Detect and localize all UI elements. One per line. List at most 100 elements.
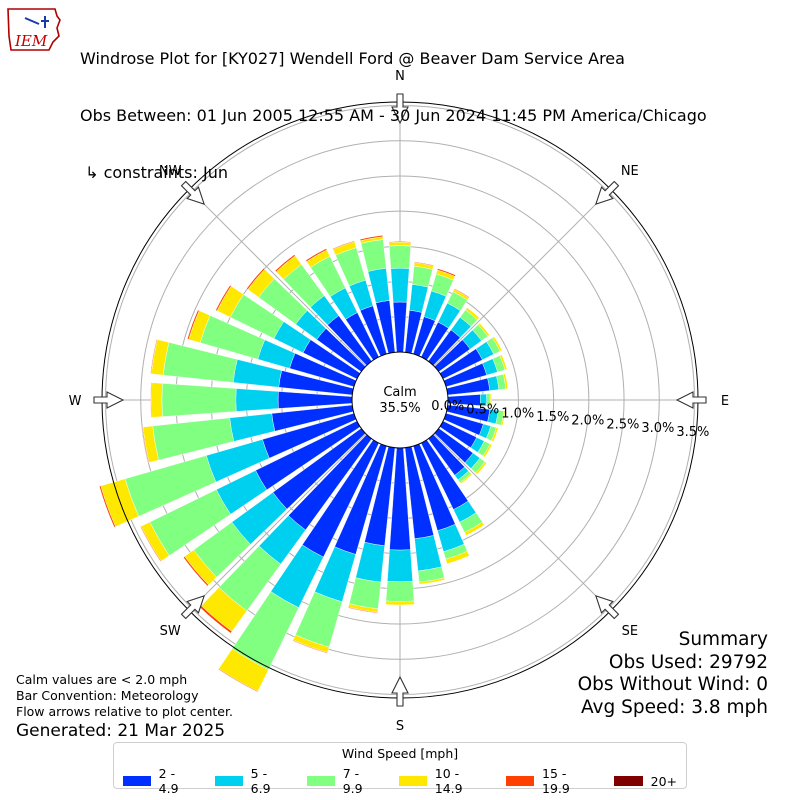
- radial-tick-label: 1.0%: [501, 406, 534, 421]
- bar-segment: [161, 383, 237, 417]
- direction-label-s: S: [396, 719, 404, 734]
- bar-segment: [465, 307, 480, 321]
- bar-segment: [453, 288, 470, 299]
- bar-segment: [187, 309, 200, 340]
- bar-segment: [492, 336, 503, 352]
- bar-segment: [385, 600, 415, 606]
- bar-convention-note: Bar Convention: Meteorology: [16, 688, 199, 703]
- radial-tick-label: 0.0%: [431, 399, 464, 414]
- legend-label: 7 - 9.9: [342, 766, 363, 796]
- generated-date: Generated: 21 Mar 2025: [16, 721, 226, 741]
- grid-spoke: [188, 433, 367, 612]
- direction-label-sw: SW: [160, 624, 181, 639]
- svg-text:IEM: IEM: [14, 32, 48, 50]
- title-line-3: ↳ constraints: Jun: [80, 163, 228, 182]
- bar-segment: [215, 285, 232, 312]
- radial-tick-label: 2.5%: [606, 417, 639, 432]
- bar-segment: [477, 322, 490, 337]
- bar-segment: [500, 410, 506, 426]
- bar-segment: [459, 473, 473, 485]
- bar-segment: [482, 443, 493, 458]
- grid-spoke: [433, 433, 612, 612]
- bar-segment: [388, 241, 412, 247]
- legend-item: 15 - 19.9: [506, 766, 595, 796]
- bar-segment: [348, 577, 382, 610]
- flow-arrow-e: [675, 391, 707, 409]
- legend-label: 10 - 14.9: [434, 766, 463, 796]
- radial-tick-labels: 0.0% 0.5% 1.0% 1.5% 2.0% 2.5% 3.0% 3.5%: [431, 399, 709, 440]
- bar-segment: [332, 240, 355, 250]
- direction-label-se: SE: [622, 624, 638, 639]
- summary-obs-without-wind: Obs Without Wind: 0: [577, 674, 768, 695]
- legend-swatch: [506, 776, 535, 786]
- legend-item: 20+: [613, 766, 678, 796]
- bar-segment: [150, 382, 153, 418]
- bar-segment: [277, 391, 353, 409]
- flow-arrow-s: [391, 675, 409, 707]
- bar-segment: [347, 606, 378, 614]
- flow-arrow-n: [391, 93, 409, 125]
- legend-label: 20+: [650, 773, 678, 789]
- legend-item: 7 - 9.9: [307, 766, 381, 796]
- bar-segment: [390, 267, 410, 303]
- legend-items: 2 - 4.9 5 - 6.9 7 - 9.9 10 - 14.9 15 - 19.9 2…: [114, 766, 686, 796]
- bar-segment: [475, 461, 487, 475]
- legend-item: 2 - 4.9: [123, 766, 197, 796]
- legend-label: 5 - 6.9: [250, 766, 271, 796]
- bar-segment: [385, 581, 415, 602]
- direction-label-ne: NE: [621, 164, 639, 179]
- bar-segment: [274, 254, 296, 273]
- footer-notes: Calm values are < 2.0 mph Bar Convention…: [16, 672, 233, 742]
- calm-value: 35.5%: [379, 401, 420, 416]
- grid-spoke: [188, 188, 367, 367]
- legend-swatch: [123, 776, 151, 786]
- bar-segment: [445, 551, 470, 565]
- flow-arrow-nw: [180, 180, 206, 206]
- legend-label: 15 - 19.9: [542, 766, 570, 796]
- bar-segment: [246, 268, 265, 290]
- calm-circle: [351, 351, 449, 449]
- bar-segment: [388, 241, 412, 243]
- bar-segment: [150, 339, 158, 375]
- bar-segment: [411, 265, 433, 288]
- radial-tick-label: 0.5%: [466, 403, 499, 418]
- bar-segment: [437, 268, 456, 277]
- bar-segment: [359, 235, 384, 241]
- bar-segment: [235, 388, 279, 412]
- bar-segment: [499, 354, 508, 371]
- grid-spoke: [433, 188, 612, 367]
- summary-obs-used: Obs Used: 29792: [608, 651, 768, 673]
- bar-segment: [414, 261, 434, 267]
- legend-label: 2 - 4.9: [158, 766, 179, 796]
- legend-item: 10 - 14.9: [399, 766, 488, 796]
- direction-labels: N NE E SE S SW W NW: [69, 69, 730, 734]
- chart-title: Windrose Plot for [KY027] Wendell Ford @…: [80, 11, 707, 201]
- legend-item: 5 - 6.9: [215, 766, 289, 796]
- radial-tick-label: 2.0%: [571, 414, 604, 429]
- bar-segment: [218, 668, 259, 693]
- bar-segment: [151, 382, 163, 418]
- bar-segment: [489, 393, 492, 407]
- title-line-2: Obs Between: 01 Jun 2005 12:55 AM - 30 J…: [80, 106, 707, 125]
- radial-tick-label: 3.0%: [641, 421, 674, 436]
- radial-tick-label: 3.5%: [676, 425, 709, 440]
- bar-segment: [141, 426, 150, 463]
- legend-swatch: [399, 776, 427, 786]
- bar-segment: [409, 284, 429, 313]
- iem-logo: IEM: [5, 6, 63, 52]
- direction-label-w: W: [69, 394, 82, 409]
- flow-arrow-w: [93, 391, 125, 409]
- bar-segment: [292, 639, 328, 654]
- direction-label-e: E: [721, 394, 729, 409]
- legend-swatch: [307, 776, 335, 786]
- bar-segment: [99, 485, 116, 528]
- legend-swatch: [215, 776, 243, 786]
- bar-segment: [140, 526, 162, 562]
- flow-arrow-se: [594, 594, 620, 620]
- legend: Wind Speed [mph] 2 - 4.9 5 - 6.9 7 - 9.9 10…: [113, 742, 687, 796]
- direction-label-n: N: [395, 69, 405, 84]
- bar-segment: [503, 373, 509, 390]
- legend-swatch: [613, 776, 643, 786]
- bar-segment: [389, 245, 411, 269]
